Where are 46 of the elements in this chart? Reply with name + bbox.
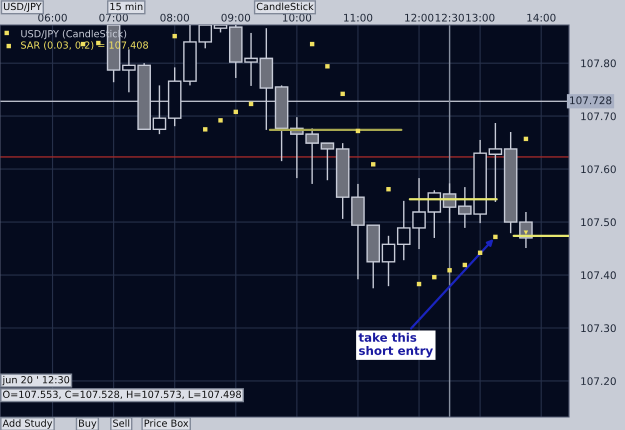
x-tick-label: 06:00 — [38, 14, 67, 22]
y-tick-label: 107.30 — [581, 324, 616, 332]
text: Add Study — [2, 419, 52, 429]
point — [493, 234, 498, 240]
x-tick-label: 09:00 — [221, 14, 250, 22]
x-tick-label: 07:00 — [99, 14, 128, 22]
x-tick-label: 14:00 — [527, 14, 556, 22]
annotation: take this short entry — [358, 332, 433, 358]
point — [218, 118, 223, 123]
point — [234, 110, 238, 114]
point — [432, 274, 437, 280]
point — [248, 102, 254, 106]
point — [203, 127, 208, 132]
annotation: jun 20 ' 12:30 — [2, 376, 70, 386]
x-tick-label: 13:00 — [466, 14, 494, 22]
y-tick-label: 107.50 — [581, 218, 616, 226]
point — [462, 262, 468, 268]
point — [325, 64, 330, 69]
point — [340, 92, 345, 96]
y-tick-label: 107.40 — [581, 271, 616, 280]
text: 15 min — [110, 2, 142, 10]
point — [356, 128, 360, 134]
text: USD/JPY — [4, 2, 42, 12]
point — [172, 34, 177, 38]
point — [310, 42, 314, 46]
text: Buy — [79, 420, 96, 429]
text: CandleStick — [256, 2, 314, 10]
point — [478, 250, 482, 255]
x-tick-label: 08:00 — [160, 14, 190, 22]
x-tick-label: 12:30 — [436, 14, 464, 22]
point — [447, 268, 452, 272]
y-tick-label: 107.60 — [581, 165, 616, 174]
y-tick-label: 107.70 — [581, 112, 616, 120]
annotation: O=107.553, C=107.528, H=107.573, L=107.498 — [3, 390, 241, 400]
text: Sell — [113, 419, 130, 427]
point — [386, 187, 391, 192]
y-tick-label: 107.20 — [581, 377, 616, 386]
ref-line-label: 107.728 — [570, 96, 612, 104]
point — [4, 30, 9, 36]
y-tick-label: 107.80 — [581, 59, 616, 68]
x-tick-label: 11:00 — [344, 14, 372, 22]
point — [524, 136, 528, 142]
x-tick-label: 10:00 — [283, 14, 312, 22]
point — [371, 162, 376, 167]
text: Price Box — [144, 419, 188, 427]
x-tick-label: 12:00 — [405, 14, 434, 22]
